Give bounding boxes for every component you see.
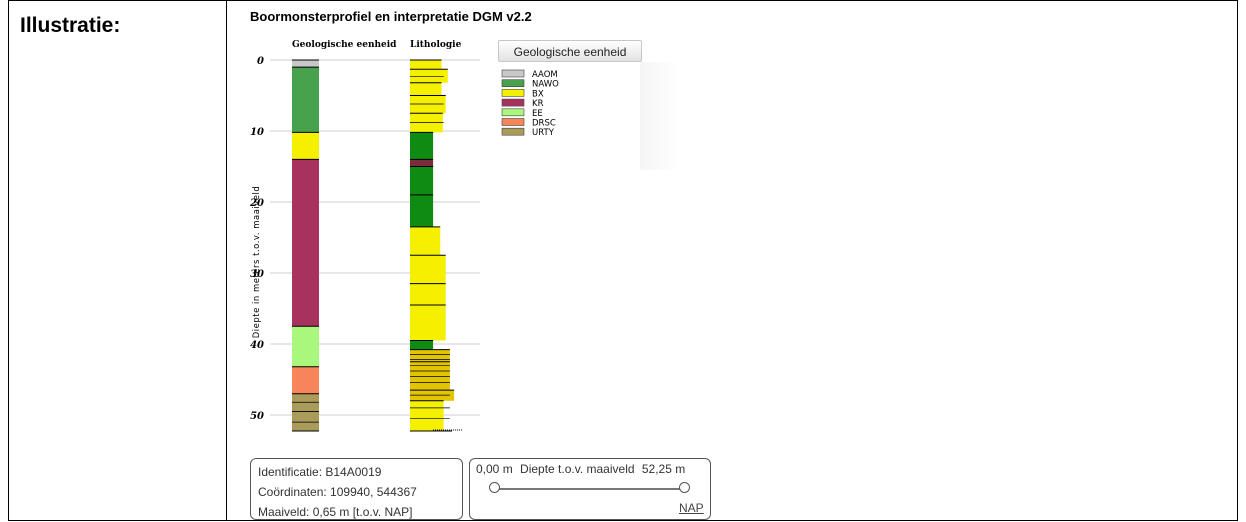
lithology-layer [410, 255, 446, 284]
chart-title: Boormonsterprofiel en interpretatie DGM … [250, 9, 532, 24]
lithology-layer [410, 113, 443, 133]
legend-label-urty: URTY [532, 128, 555, 138]
legend-swatch-bx [501, 89, 525, 97]
legend-swatch-nawo [501, 79, 525, 88]
lithology-layer [410, 283, 446, 305]
geologic-unit-aaom [292, 60, 319, 68]
legend-label-nawo: NAWO [532, 80, 559, 90]
legend-label-ee: EE [532, 109, 543, 119]
y-tick-label: 20 [249, 198, 264, 209]
lithology-layer [410, 159, 434, 167]
geologic-unit-nawo [292, 67, 319, 133]
geologic-unit-drsc [292, 366, 319, 394]
legend-swatch-ee [501, 108, 525, 117]
depth-control-box: 0,00 m Diepte t.o.v. maaiveld 52,25 m NA… [469, 458, 711, 520]
illustration-label: Illustratie: [20, 14, 121, 37]
depth-readout: 0,00 m Diepte t.o.v. maaiveld 52,25 m [476, 462, 689, 476]
lithology-layer [410, 226, 441, 256]
depth-max-value: 52,25 m [641, 462, 686, 476]
legend-selector-button[interactable]: Geologische eenheid [498, 40, 642, 62]
borehole-info-box: Identificatie: B14A0019 Coördinaten: 109… [250, 458, 463, 520]
nap-link[interactable]: NAP [679, 501, 704, 515]
legend-panel [640, 62, 680, 170]
depth-slider-min-handle[interactable] [489, 482, 500, 493]
coordinates-text: Coördinaten: 109940, 544367 [258, 485, 417, 499]
geologic-unit-ee [292, 326, 319, 367]
lithology-layer [410, 82, 442, 96]
geologic-unit-bx [292, 132, 319, 160]
lithology-layer [410, 69, 448, 83]
lithology-layer [410, 349, 450, 362]
depth-slider-track[interactable] [494, 488, 684, 490]
legend-label-aaom: AAOM [532, 70, 558, 80]
legend-label-bx: BX [532, 89, 544, 99]
lithology-layer [410, 304, 446, 341]
lithology-layer [410, 340, 434, 350]
lithology-layer [410, 390, 455, 401]
column-header-lithology: Lithologie [410, 40, 462, 50]
depth-slider-max-handle[interactable] [679, 482, 690, 493]
lithology-layer [410, 361, 450, 391]
lithology-layer [410, 132, 434, 160]
geologic-unit-urty [292, 393, 319, 431]
legend-swatch-drsc [501, 118, 525, 126]
y-tick-label: 30 [250, 269, 264, 280]
depth-min-value: 0,00 m [476, 462, 513, 476]
legend-swatch-kr [501, 98, 525, 107]
y-axis-label: Diepte in meters t.o.v. maaiveld [252, 186, 262, 339]
figure-frame [8, 0, 1238, 521]
y-tick-label: 10 [250, 127, 264, 138]
borehole-chart: Geologische eenheid Lithologie Diepte in… [249, 40, 559, 432]
lithology-layer [410, 166, 434, 195]
surface-level-text: Maaiveld: 0,65 m [t.o.v. NAP] [258, 505, 413, 519]
lithology-layer [410, 400, 444, 431]
y-tick-label: 50 [250, 411, 264, 422]
legend-label-drsc: DRSC [532, 119, 556, 129]
column-header-geologic-unit: Geologische eenheid [292, 40, 397, 50]
y-tick-label: 0 [257, 56, 264, 67]
lithology-layer [410, 60, 442, 70]
legend-swatch-urty [501, 127, 525, 136]
legend-swatch-aaom [501, 69, 525, 78]
identification-text: Identificatie: B14A0019 [258, 465, 382, 479]
lithology-layer [410, 95, 446, 114]
y-tick-label: 40 [250, 340, 264, 351]
legend-label-kr: KR [532, 99, 544, 109]
geologic-unit-kr [292, 159, 319, 327]
column-divider [226, 0, 227, 521]
lithology-column [410, 59, 463, 432]
lithology-layer [410, 194, 434, 227]
geologic-unit-column [292, 59, 319, 432]
depth-label: Diepte t.o.v. maaiveld [520, 462, 635, 476]
